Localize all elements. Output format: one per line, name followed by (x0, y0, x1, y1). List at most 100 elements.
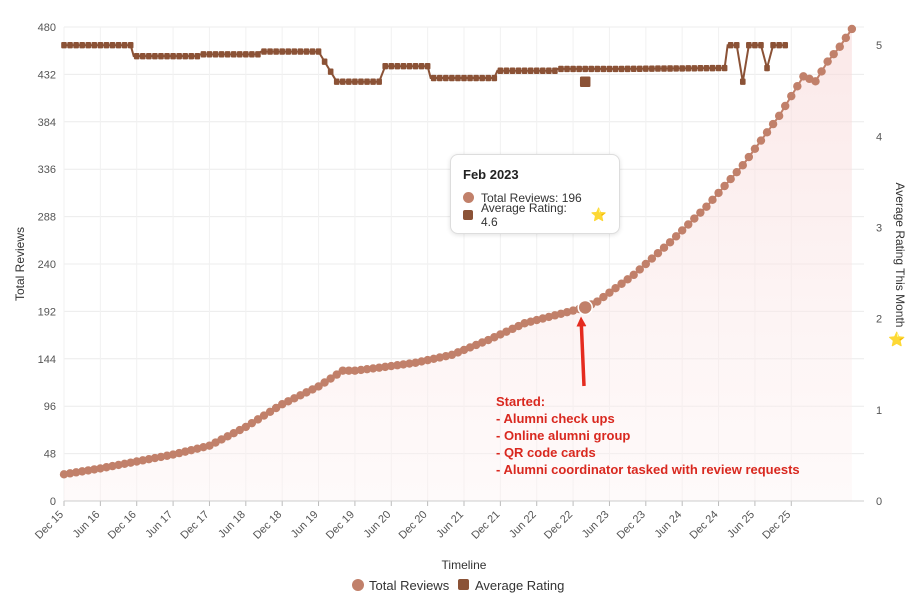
average-rating-point (727, 42, 734, 49)
average-rating-point (139, 52, 146, 60)
total-reviews-point (690, 214, 699, 223)
average-rating-point (527, 67, 534, 74)
average-rating-point (255, 51, 261, 58)
total-reviews-point (332, 370, 341, 379)
average-rating-point (715, 64, 722, 72)
area-fill (64, 28, 852, 501)
y-left-tick-label: 384 (38, 117, 56, 129)
average-rating-point (582, 65, 589, 73)
total-reviews-point (247, 418, 257, 428)
total-reviews-point (635, 265, 644, 274)
average-rating-point (455, 74, 461, 82)
average-rating-point (503, 67, 510, 74)
tooltip-total-reviews-label: Total Reviews: 196 (481, 190, 582, 205)
total-reviews-point (611, 283, 620, 293)
total-reviews-point (768, 119, 778, 129)
average-rating-point (400, 62, 407, 70)
average-rating-point (285, 48, 292, 55)
total-reviews-series (59, 24, 857, 479)
x-tick-label: Jun 22 (507, 509, 539, 541)
average-rating-point (612, 65, 619, 73)
total-reviews-point (659, 243, 669, 252)
x-tick-label: Dec 18 (251, 509, 284, 542)
average-rating-point (176, 52, 182, 60)
average-rating-point (91, 42, 98, 49)
total-reviews-point (253, 415, 263, 424)
annotation-line: - Alumni coordinator tasked with review … (496, 462, 800, 477)
total-reviews-point (677, 226, 687, 235)
total-reviews-point (708, 195, 717, 205)
average-rating-point (424, 62, 431, 70)
tooltip: Feb 2023 Total Reviews: 196 Average Rati… (450, 154, 620, 234)
average-rating-point (212, 51, 219, 58)
y-left-tick-label: 432 (38, 69, 56, 81)
average-rating-point (412, 62, 419, 70)
total-reviews-point (702, 202, 711, 211)
average-rating-point (127, 42, 134, 49)
average-rating-point (97, 42, 104, 49)
y-left-tick-label: 48 (44, 449, 56, 461)
average-rating-point (624, 65, 631, 73)
average-rating-point (473, 74, 479, 82)
average-rating-point (679, 65, 685, 72)
total-reviews-point (259, 411, 269, 420)
average-rating-point (449, 74, 455, 82)
average-rating-point (73, 42, 79, 49)
average-rating-point (243, 51, 249, 58)
x-tick-label: Dec 24 (688, 509, 721, 542)
average-rating-point (85, 42, 92, 49)
average-rating-point (339, 78, 346, 85)
tooltip-row-total-reviews: Total Reviews: 196 (463, 189, 607, 206)
average-rating-point (600, 65, 607, 73)
average-rating-point (667, 65, 673, 72)
x-tick-label: Jun 23 (580, 509, 612, 541)
average-rating-point (709, 64, 716, 72)
average-rating-point (509, 67, 516, 74)
average-rating-point (327, 68, 334, 75)
x-tick-label: Dec 22 (542, 509, 575, 542)
total-reviews-point (599, 292, 608, 302)
total-reviews-point (241, 422, 251, 432)
total-reviews-point (756, 136, 766, 145)
total-reviews-point (732, 167, 741, 177)
average-rating-point (121, 42, 128, 49)
average-rating-point (776, 42, 782, 49)
legend-item-average-rating[interactable]: Average Rating (458, 578, 564, 593)
average-rating-point (61, 42, 67, 49)
total-reviews-point (629, 270, 638, 280)
annotation-line: - Alumni check ups (496, 411, 615, 426)
x-tick-label: Jun 25 (725, 509, 757, 541)
total-reviews-swatch-icon (463, 192, 474, 203)
average-rating-point (558, 65, 564, 73)
average-rating-line (64, 44, 786, 83)
total-reviews-point (671, 232, 681, 241)
total-reviews-point (726, 174, 735, 184)
y-right-tick-label: 3 (876, 223, 882, 235)
y-left-tick-label: 336 (38, 164, 56, 176)
average-rating-point (564, 65, 570, 73)
average-rating-point (485, 74, 492, 82)
average-rating-point (461, 74, 467, 82)
average-rating-series (61, 42, 789, 89)
legend-item-total-reviews[interactable]: Total Reviews (352, 578, 450, 593)
total-reviews-point (829, 49, 838, 59)
y-right-tick-label: 4 (876, 131, 882, 143)
y-left-axis-title: Total Reviews (13, 227, 27, 301)
total-reviews-point (641, 259, 651, 269)
average-rating-point (164, 52, 170, 60)
y-left-tick-label: 192 (38, 306, 56, 318)
y-right-tick-label: 0 (876, 496, 882, 508)
average-rating-point (588, 65, 595, 73)
x-tick-label: Dec 23 (615, 509, 648, 542)
x-tick-label: Jun 18 (216, 509, 248, 541)
average-rating-point (703, 64, 710, 72)
average-rating-point (79, 42, 85, 49)
average-rating-point (358, 78, 364, 85)
legend[interactable]: Total Reviews Average Rating (352, 578, 564, 593)
x-tick-label: Jun 20 (362, 509, 394, 541)
annotation-line: - Online alumni group (496, 428, 630, 443)
legend-square-icon (458, 579, 469, 590)
average-rating-point (618, 65, 625, 73)
x-tick-label: Dec 25 (760, 509, 793, 542)
average-rating-point (146, 52, 152, 60)
